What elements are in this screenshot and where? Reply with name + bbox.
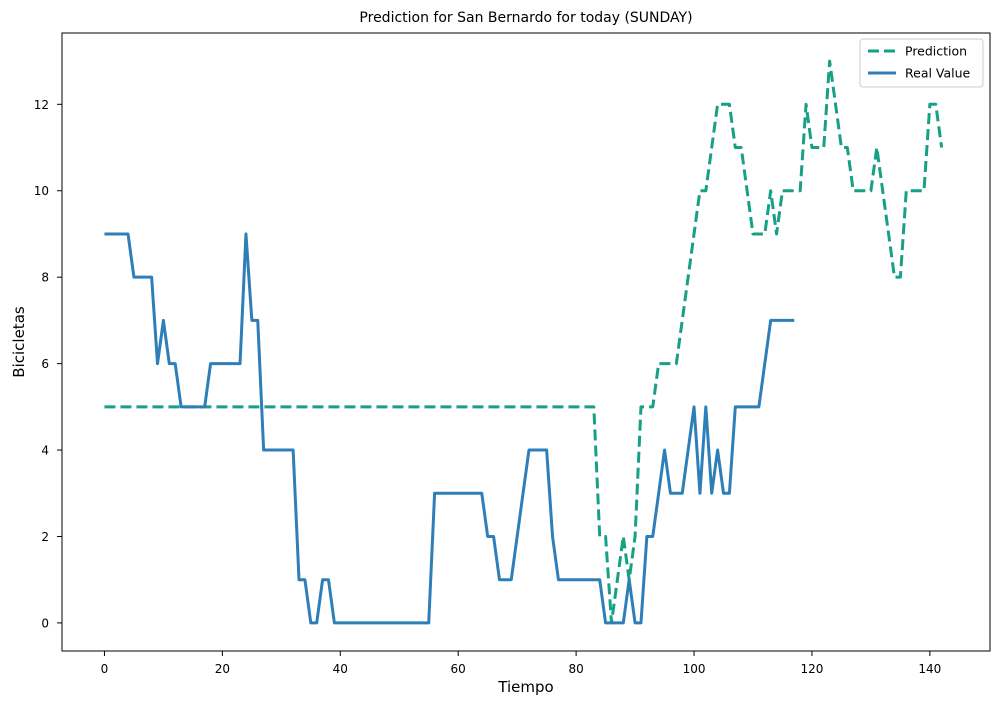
- y-tick-label: 12: [34, 98, 49, 112]
- plot-frame: [61, 32, 991, 652]
- x-tick-label: 100: [683, 662, 706, 676]
- x-tick-label: 120: [800, 662, 823, 676]
- x-tick-label: 80: [568, 662, 583, 676]
- series-lines: [104, 59, 944, 625]
- x-tick-label: 0: [101, 662, 109, 676]
- x-tick-label: 40: [333, 662, 348, 676]
- y-tick-label: 4: [41, 444, 49, 458]
- legend: Prediction Real Value: [859, 38, 984, 88]
- chart-title: Prediction for San Bernardo for today (S…: [359, 10, 692, 26]
- y-axis-title: Bicicletas: [10, 306, 28, 378]
- y-tick-label: 6: [41, 357, 49, 371]
- x-tick-label: 60: [451, 662, 466, 676]
- x-tick-label: 20: [215, 662, 230, 676]
- legend-label: Prediction: [905, 44, 967, 59]
- plot-area: 0 20 40 60 80 100 120 140 0 2 4 6 8 10 12: [34, 32, 991, 676]
- y-tick-label: 8: [41, 271, 49, 285]
- x-axis-title: Tiempo: [497, 678, 553, 696]
- y-tick-label: 10: [34, 184, 49, 198]
- series-line-real-value: [104, 232, 795, 625]
- series-line-prediction: [104, 59, 944, 625]
- y-tick-label: 2: [41, 530, 49, 544]
- y-tick-label: 0: [41, 616, 49, 630]
- x-tick-label: 140: [918, 662, 941, 676]
- legend-label: Real Value: [905, 66, 971, 81]
